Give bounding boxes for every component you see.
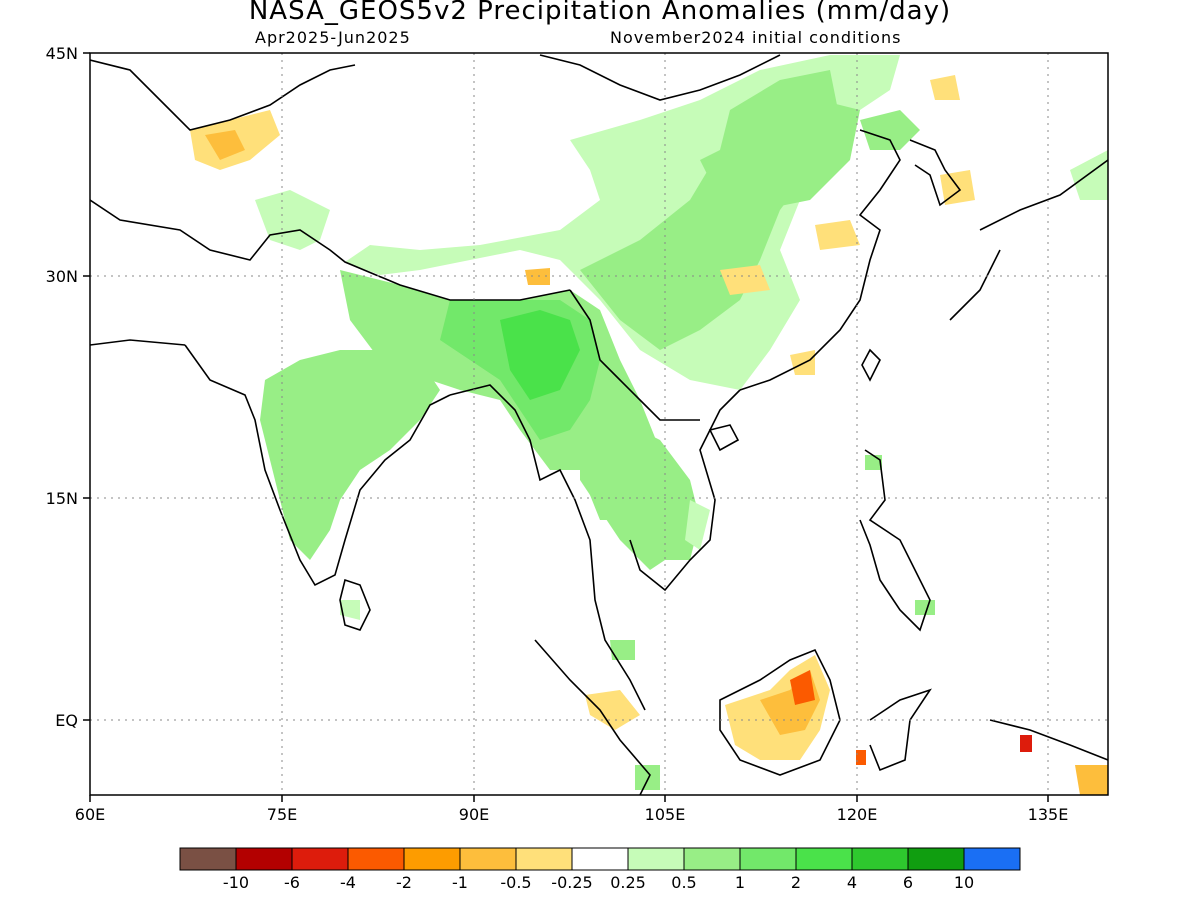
lon-tick-label: 60E [75,805,105,824]
lon-tick-label: 75E [267,805,297,824]
colorbar-label: 4 [847,873,857,892]
chart-title: NASA_GEOS5v2 Precipitation Anomalies (mm… [248,0,952,26]
colorbar-label: -0.25 [551,873,592,892]
colorbar-swatch [683,847,741,871]
lon-tick-label: 90E [459,805,489,824]
colorbar-label: 0.5 [671,873,696,892]
anomaly-shading [190,55,1108,795]
colorbar-swatch [627,847,685,871]
tick-marks [83,52,1049,802]
lon-tick-label: 135E [1028,805,1069,824]
lat-tick-label: 15N [46,489,78,508]
gridlines [90,53,1108,795]
colorbar-label: 10 [954,873,974,892]
init-subtitle: November2024 initial conditions [610,28,902,47]
colorbar-swatch [907,847,965,871]
colorbar-label: -10 [223,873,249,892]
colorbar-swatch [963,847,1021,871]
colorbar-label: -0.5 [500,873,531,892]
lat-tick-label: EQ [55,711,78,730]
colorbar-label: -4 [340,873,356,892]
colorbar-swatch [235,847,293,871]
colorbar-swatch [179,847,237,871]
colorbar-label: 2 [791,873,801,892]
lat-tick-label: 45N [46,44,78,63]
coastlines [90,54,1108,795]
colorbar-swatch [291,847,349,871]
lat-tick-label: 30N [46,267,78,286]
colorbar-swatch [795,847,853,871]
colorbar-swatch [347,847,405,871]
colorbar-swatch [403,847,461,871]
colorbar-swatch [459,847,517,871]
colorbar-label: -2 [396,873,412,892]
colorbar: -10 -6 -4 -2 -1 -0.5 -0.25 0.25 0.5 1 2 4 6 10 [179,847,1021,892]
colorbar-swatch [739,847,797,871]
colorbar-swatch [571,847,629,871]
lon-tick-label: 120E [837,805,878,824]
colorbar-label: 6 [903,873,913,892]
colorbar-swatch [515,847,573,871]
colorbar-swatch [851,847,909,871]
colorbar-label: -1 [452,873,468,892]
map-frame [89,52,1109,796]
period-subtitle: Apr2025-Jun2025 [255,28,411,47]
colorbar-label: 1 [735,873,745,892]
colorbar-label: 0.25 [610,873,646,892]
colorbar-label: -6 [284,873,300,892]
lon-tick-label: 105E [645,805,686,824]
